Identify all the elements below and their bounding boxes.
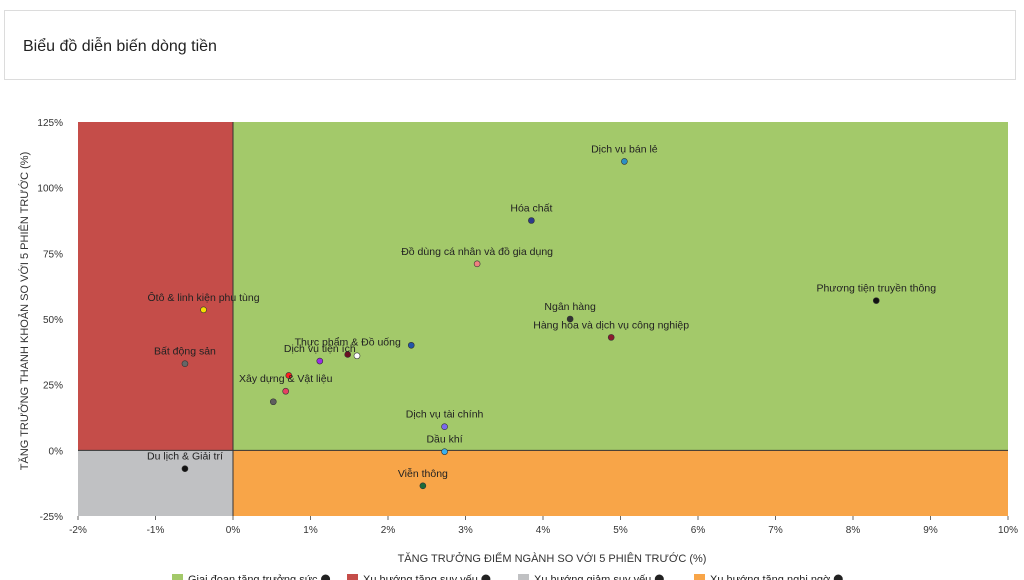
x-tick-label: 1% [303, 525, 318, 536]
x-tick-label: -2% [69, 525, 87, 536]
point-label: Ngân hàng [544, 301, 596, 313]
quadrant-giai-doan-tang-truong-suc [233, 122, 1008, 451]
point-xay-dung-vat-lieu[interactable] [282, 387, 290, 395]
x-tick-label: 8% [846, 525, 861, 536]
x-tick-label: 10% [998, 525, 1018, 536]
point-ngan-hang[interactable] [566, 315, 574, 323]
point-label: Viễn thông [398, 467, 448, 480]
point-label: Dịch vụ tiện ích [284, 343, 356, 355]
point-label: Du lịch & Giải trí [147, 451, 223, 463]
point-thuc-pham-do-uong[interactable] [344, 351, 352, 358]
y-tick-label: 0% [49, 446, 64, 457]
y-tick-label: -25% [40, 512, 63, 523]
point-label: Dầu khí [426, 434, 462, 446]
legend-swatch [172, 574, 183, 580]
point-label: Ôtô & linh kiện phụ tùng [148, 291, 260, 304]
legend-item-xu-huong-giam-suy-yeu[interactable]: Xu hướng giảm suy yếu [518, 574, 664, 580]
legend-label: Giai đoạn tăng trưởng sức [188, 574, 318, 580]
point-oto-linh-kien-phu-tung[interactable] [200, 306, 207, 314]
info-icon[interactable] [321, 574, 331, 580]
point-label: Phương tiện truyền thông [816, 283, 936, 295]
x-tick-label: -1% [147, 525, 165, 536]
x-tick-label: 0% [226, 525, 241, 536]
x-tick-label: 6% [691, 525, 706, 536]
point-dich-vu-tien-ich[interactable] [316, 357, 324, 365]
point-unlabeled[interactable] [407, 341, 415, 349]
point-label: Hàng hóa và dịch vụ công nghiệp [533, 319, 689, 331]
y-tick-label: 50% [43, 315, 63, 326]
point-bat-dong-san[interactable] [181, 360, 189, 367]
point-dich-vu-tai-chinh[interactable] [441, 423, 448, 430]
point-label: Xây dựng & Vật liệu [239, 373, 333, 385]
legend-swatch [347, 574, 358, 580]
x-axis-title: TĂNG TRƯỞNG ĐIỂM NGÀNH SO VỚI 5 PHIÊN TR… [398, 552, 707, 565]
info-icon[interactable] [654, 574, 664, 580]
quadrant-xu-huong-tang-nghi-ngo [233, 450, 1008, 516]
y-axis-title: TĂNG TRƯỞNG THANH KHOẢN SO VỚI 5 PHIÊN T… [18, 152, 31, 470]
point-unlabeled[interactable] [285, 372, 293, 379]
legend-item-xu-huong-tang-suy-yeu[interactable]: Xu hướng tăng suy yếu [347, 574, 491, 580]
x-tick-label: 2% [381, 525, 396, 536]
point-label: Dịch vụ tài chính [406, 409, 484, 421]
point-label: Thực phẩm & Đồ uống [295, 336, 401, 348]
legend-label: Xu hướng giảm suy yếu [534, 574, 651, 580]
legend-label: Xu hướng tăng nghi ngờ [710, 574, 830, 580]
point-label: Hóa chất [510, 203, 552, 215]
y-tick-label: 75% [43, 249, 63, 260]
point-label: Đồ dùng cá nhân và đồ gia dụng [401, 246, 553, 258]
point-vien-thong[interactable] [419, 482, 427, 490]
info-icon[interactable] [833, 574, 843, 580]
x-tick-label: 7% [768, 525, 783, 536]
x-tick-label: 9% [923, 525, 938, 536]
point-hoa-chat[interactable] [528, 217, 535, 224]
point-label: Dịch vụ bán lẻ [591, 143, 658, 155]
point-do-dung-ca-nhan-va-do-gia-dung[interactable] [473, 260, 481, 268]
quadrant-xu-huong-tang-suy-yeu [78, 122, 233, 451]
x-tick-label: 5% [613, 525, 628, 536]
legend-swatch [694, 574, 705, 580]
quadrant-xu-huong-giam-suy-yeu [78, 450, 233, 516]
y-tick-label: 100% [37, 184, 63, 195]
x-tick-label: 4% [536, 525, 551, 536]
point-label: Bất động sản [154, 346, 216, 358]
point-unlabeled[interactable] [353, 352, 361, 360]
y-tick-label: 25% [43, 381, 63, 392]
y-tick-label: 125% [37, 118, 63, 129]
info-icon[interactable] [481, 574, 491, 580]
point-unlabeled[interactable] [269, 398, 277, 406]
point-dau-khi[interactable] [441, 448, 448, 455]
point-dich-vu-ban-le[interactable] [621, 158, 628, 165]
x-tick-label: 3% [458, 525, 473, 536]
legend-swatch [518, 574, 529, 580]
legend-label: Xu hướng tăng suy yếu [363, 574, 478, 580]
chart-card-title: Biểu đồ diễn biến dòng tiền [23, 38, 217, 55]
point-phuong-tien-truyen-thong[interactable] [872, 297, 880, 304]
legend-item-xu-huong-tang-nghi-ngo[interactable]: Xu hướng tăng nghi ngờ [694, 574, 843, 580]
point-hang-hoa-va-dich-vu-cong-nghiep[interactable] [607, 334, 615, 341]
chart-card-header: Biểu đồ diễn biến dòng tiền [4, 10, 1016, 80]
legend-item-giai-doan-tang-truong-suc[interactable]: Giai đoạn tăng trưởng sức [172, 574, 331, 580]
point-du-lich-giai-tri[interactable] [181, 465, 189, 473]
